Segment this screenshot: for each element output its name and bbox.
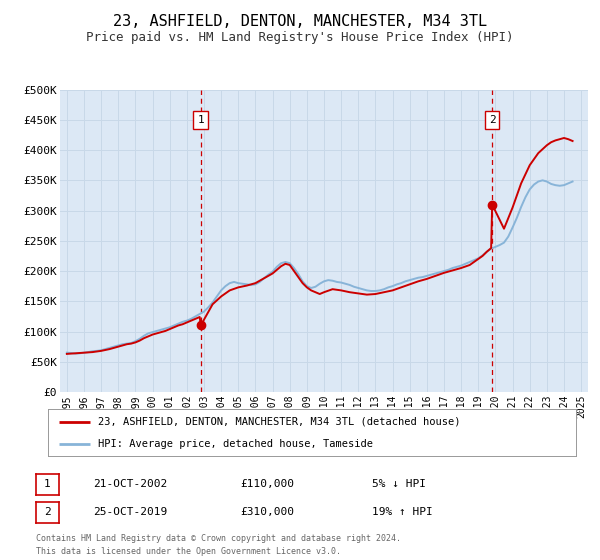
Text: 21-OCT-2002: 21-OCT-2002 (93, 479, 167, 489)
Text: 2: 2 (44, 507, 51, 517)
Text: HPI: Average price, detached house, Tameside: HPI: Average price, detached house, Tame… (98, 438, 373, 449)
Text: 25-OCT-2019: 25-OCT-2019 (93, 507, 167, 517)
Text: £110,000: £110,000 (240, 479, 294, 489)
Text: 1: 1 (44, 479, 51, 489)
Text: Contains HM Land Registry data © Crown copyright and database right 2024.: Contains HM Land Registry data © Crown c… (36, 534, 401, 543)
Text: 5% ↓ HPI: 5% ↓ HPI (372, 479, 426, 489)
Text: Price paid vs. HM Land Registry's House Price Index (HPI): Price paid vs. HM Land Registry's House … (86, 31, 514, 44)
Text: 2: 2 (489, 115, 496, 125)
Text: 23, ASHFIELD, DENTON, MANCHESTER, M34 3TL (detached house): 23, ASHFIELD, DENTON, MANCHESTER, M34 3T… (98, 417, 461, 427)
Text: £310,000: £310,000 (240, 507, 294, 517)
Text: 19% ↑ HPI: 19% ↑ HPI (372, 507, 433, 517)
Text: This data is licensed under the Open Government Licence v3.0.: This data is licensed under the Open Gov… (36, 547, 341, 556)
Text: 1: 1 (197, 115, 204, 125)
Text: 23, ASHFIELD, DENTON, MANCHESTER, M34 3TL: 23, ASHFIELD, DENTON, MANCHESTER, M34 3T… (113, 14, 487, 29)
